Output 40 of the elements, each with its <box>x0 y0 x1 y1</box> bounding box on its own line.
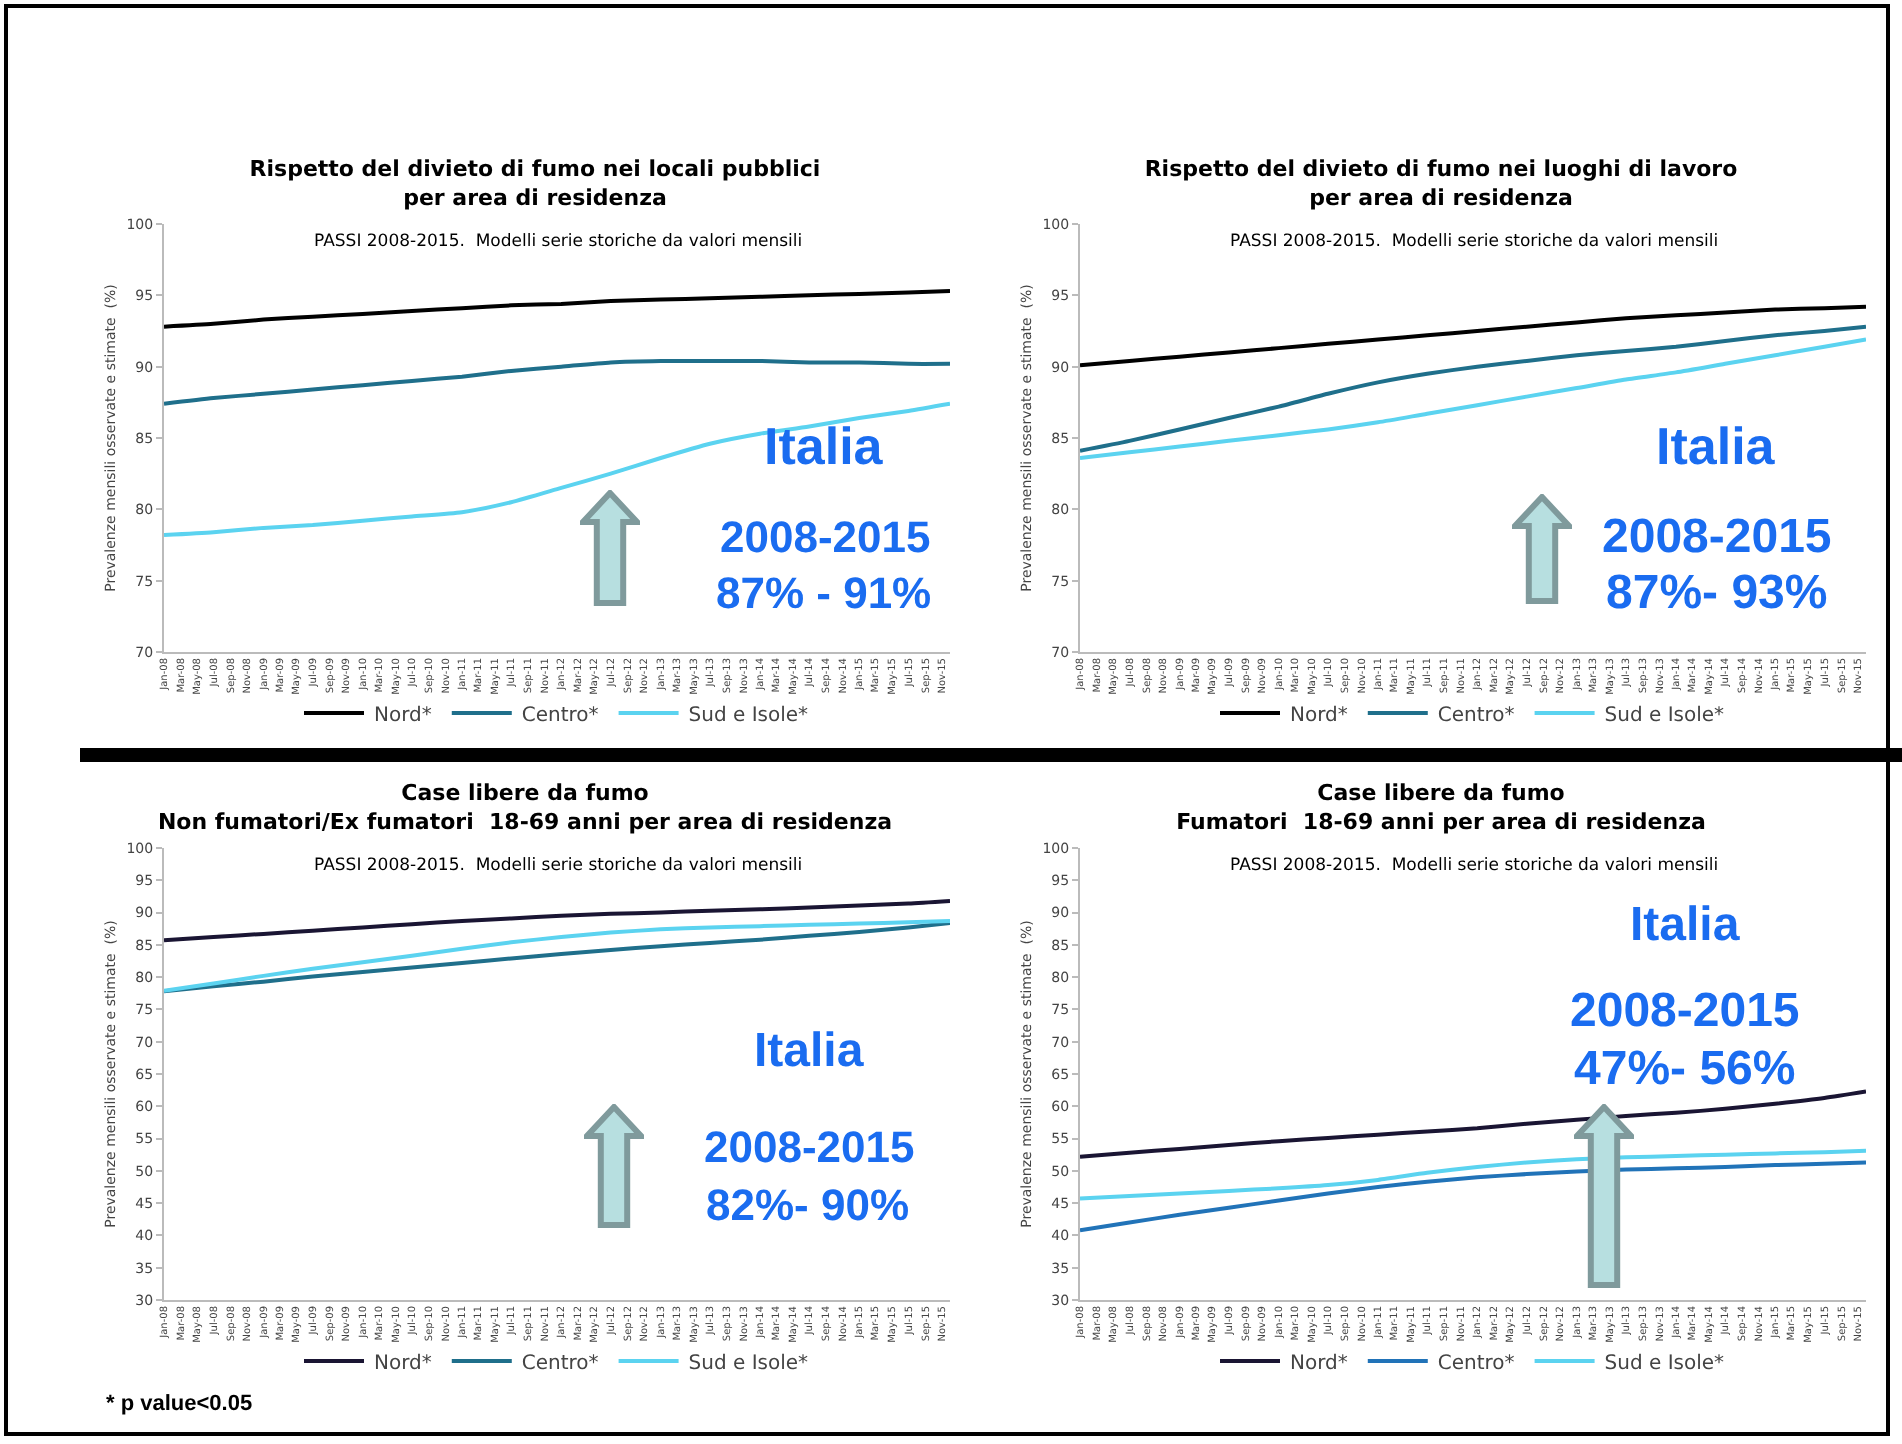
annotation: 82%- 90% <box>706 1180 910 1230</box>
text: PASSI 2008-2015. Modelli serie storiche da valori mensili <box>1230 232 1719 252</box>
annotation: Italia <box>754 1024 865 1078</box>
text: PASSI 2008-2015. Modelli serie storiche da valori mensili <box>1230 856 1719 876</box>
line-series <box>1080 1089 1866 1159</box>
annotation: Italia <box>1630 898 1741 952</box>
annotation: 87% - 91% <box>716 568 932 618</box>
line-series <box>1080 1160 1866 1233</box>
chart-title: Case libere da fumo Fumatori 18-69 anni per area di residenza <box>1176 780 1706 835</box>
legend-label: Centro* <box>521 704 599 727</box>
line-series <box>1080 1148 1866 1201</box>
legend-label: Nord* <box>1290 1352 1348 1375</box>
annotation: Italia <box>764 416 884 476</box>
chart-title: Rispetto del divieto di fumo nei locali pubblici per area di residenza <box>249 156 821 211</box>
line-series <box>164 289 950 329</box>
legend-label: Sud e Isole* <box>688 1352 809 1375</box>
annotation: 2008-2015 <box>1570 984 1800 1038</box>
legend-label: Nord* <box>1290 704 1348 727</box>
legend-label: Sud e Isole* <box>688 704 809 727</box>
chart-title: Rispetto del divieto di fumo nei luoghi di lavoro per area di residenza <box>1144 156 1739 211</box>
annotation: 2008-2015 <box>1602 510 1832 564</box>
line-series <box>164 358 950 406</box>
legend-label: Centro* <box>521 1352 599 1375</box>
line-series <box>1080 304 1866 368</box>
annotation: 2008-2015 <box>720 512 931 562</box>
annotation: 87%- 93% <box>1606 566 1828 620</box>
annotation: 2008-2015 <box>704 1122 915 1172</box>
legend-label: Sud e Isole* <box>1604 1352 1725 1375</box>
legend-label: Nord* <box>374 704 432 727</box>
legend-label: Centro* <box>1437 704 1515 727</box>
legend-label: Sud e Isole* <box>1604 704 1725 727</box>
text: PASSI 2008-2015. Modelli serie storiche da valori mensili <box>314 856 803 876</box>
annotation: Italia <box>1656 416 1776 476</box>
legend-label: Nord* <box>374 1352 432 1375</box>
chart-title: Case libere da fumo Non fumatori/Ex fumatori 18-69 anni per area di residenza <box>157 780 893 835</box>
legend-label: Centro* <box>1437 1352 1515 1375</box>
text: PASSI 2008-2015. Modelli serie storiche da valori mensili <box>314 232 803 252</box>
annotation: 47%- 56% <box>1574 1042 1796 1096</box>
line-series <box>164 898 950 943</box>
text: * p value<0.05 <box>106 1392 253 1416</box>
